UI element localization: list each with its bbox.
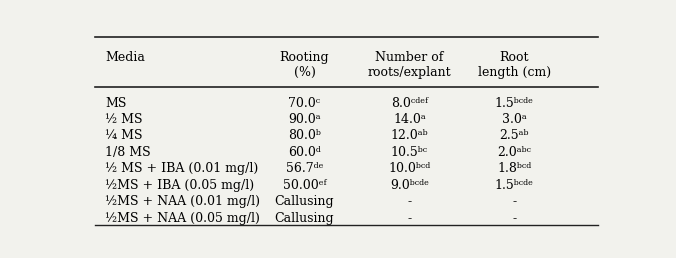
Text: ¼ MS: ¼ MS: [105, 130, 143, 142]
Text: 10.0ᵇᶜᵈ: 10.0ᵇᶜᵈ: [388, 163, 431, 175]
Text: 50.00ᵉᶠ: 50.00ᵉᶠ: [283, 179, 327, 192]
Text: 2.5ᵃᵇ: 2.5ᵃᵇ: [500, 130, 529, 142]
Text: 12.0ᵃᵇ: 12.0ᵃᵇ: [391, 130, 428, 142]
Text: 60.0ᵈ: 60.0ᵈ: [288, 146, 321, 159]
Text: 1/8 MS: 1/8 MS: [105, 146, 151, 159]
Text: ½MS + NAA (0.05 mg/l): ½MS + NAA (0.05 mg/l): [105, 212, 260, 225]
Text: ½ MS: ½ MS: [105, 113, 143, 126]
Text: 90.0ᵃ: 90.0ᵃ: [288, 113, 321, 126]
Text: 8.0ᶜᵈᵉᶠ: 8.0ᶜᵈᵉᶠ: [391, 96, 428, 109]
Text: Callusing: Callusing: [274, 196, 335, 208]
Text: 2.0ᵃᵇᶜ: 2.0ᵃᵇᶜ: [497, 146, 531, 159]
Text: Root
length (cm): Root length (cm): [477, 51, 551, 79]
Text: Callusing: Callusing: [274, 212, 335, 225]
Text: ½MS + NAA (0.01 mg/l): ½MS + NAA (0.01 mg/l): [105, 196, 260, 208]
Text: -: -: [512, 212, 516, 225]
Text: 1.5ᵇᶜᵈᵉ: 1.5ᵇᶜᵈᵉ: [495, 179, 533, 192]
Text: 9.0ᵇᶜᵈᵉ: 9.0ᵇᶜᵈᵉ: [390, 179, 429, 192]
Text: MS: MS: [105, 96, 127, 109]
Text: 1.5ᵇᶜᵈᵉ: 1.5ᵇᶜᵈᵉ: [495, 96, 533, 109]
Text: 80.0ᵇ: 80.0ᵇ: [288, 130, 321, 142]
Text: Number of
roots/explant: Number of roots/explant: [368, 51, 451, 79]
Text: 56.7ᵈᵉ: 56.7ᵈᵉ: [286, 163, 323, 175]
Text: -: -: [407, 196, 412, 208]
Text: Media: Media: [105, 51, 145, 64]
Text: 3.0ᵃ: 3.0ᵃ: [502, 113, 527, 126]
Text: Rooting
(%): Rooting (%): [280, 51, 329, 79]
Text: 70.0ᶜ: 70.0ᶜ: [289, 96, 320, 109]
Text: 1.8ᵇᶜᵈ: 1.8ᵇᶜᵈ: [497, 163, 531, 175]
Text: -: -: [407, 212, 412, 225]
Text: -: -: [512, 196, 516, 208]
Text: 14.0ᵃ: 14.0ᵃ: [393, 113, 426, 126]
Text: 10.5ᵇᶜ: 10.5ᵇᶜ: [391, 146, 428, 159]
Text: ½ MS + IBA (0.01 mg/l): ½ MS + IBA (0.01 mg/l): [105, 163, 259, 175]
Text: ½MS + IBA (0.05 mg/l): ½MS + IBA (0.05 mg/l): [105, 179, 255, 192]
